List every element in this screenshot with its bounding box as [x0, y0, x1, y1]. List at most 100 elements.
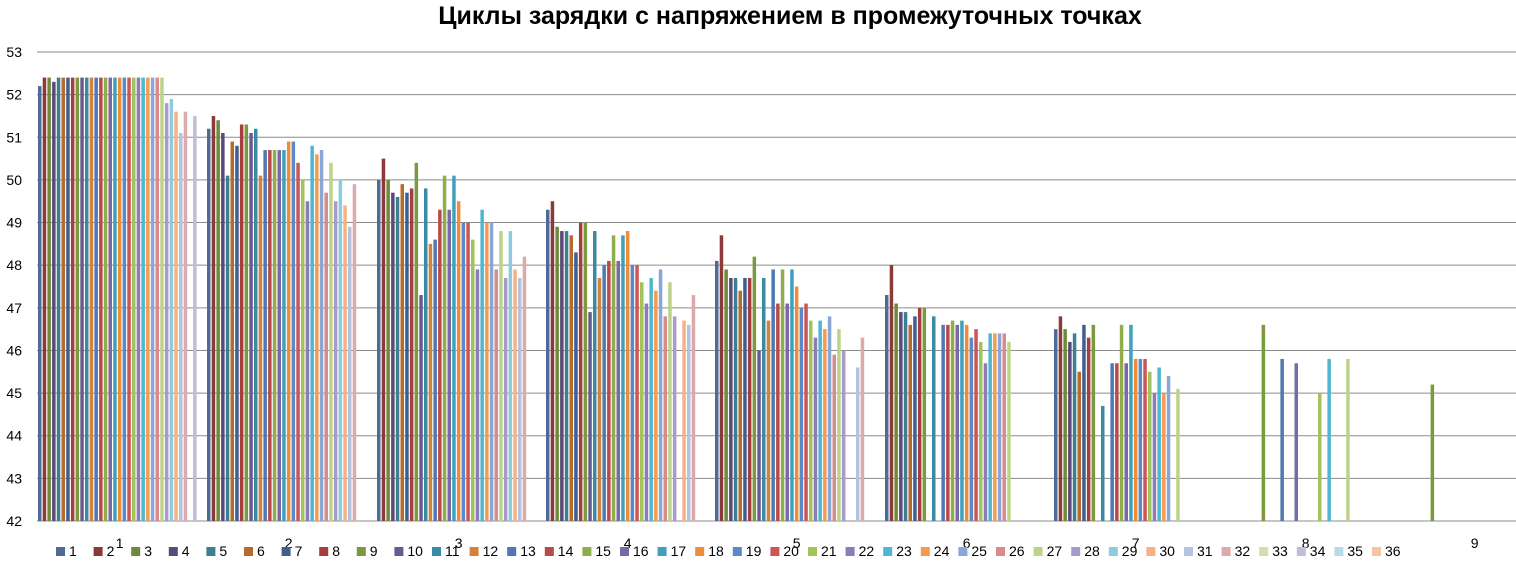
bar — [132, 77, 136, 521]
y-tick-label: 49 — [6, 215, 22, 231]
bar — [447, 209, 451, 521]
bar — [503, 277, 508, 521]
bar — [738, 290, 742, 521]
bar — [1007, 341, 1011, 521]
bar — [258, 175, 263, 521]
bar — [1110, 363, 1114, 521]
legend-label: 1 — [69, 543, 77, 559]
bar — [75, 77, 80, 521]
y-tick-label: 50 — [6, 172, 22, 188]
bar — [348, 226, 352, 521]
bar — [894, 303, 898, 521]
y-tick-label: 46 — [6, 342, 22, 358]
x-tick-label: 2 — [285, 535, 293, 551]
x-tick-label: 7 — [1132, 535, 1140, 551]
legend-label: 30 — [1159, 543, 1175, 559]
bar — [1157, 367, 1161, 521]
bar — [117, 77, 122, 521]
bar — [409, 188, 414, 521]
bar — [1430, 384, 1435, 521]
bar — [461, 222, 466, 522]
legend-label: 11 — [445, 543, 460, 559]
bar — [1091, 324, 1096, 521]
bar — [386, 179, 390, 521]
bar — [150, 77, 155, 521]
legend-label: 6 — [257, 543, 265, 559]
bar — [611, 235, 616, 521]
bar — [244, 124, 249, 521]
legend-label: 35 — [1347, 543, 1363, 559]
bar — [1166, 376, 1171, 521]
legend-label: 17 — [671, 543, 687, 559]
bar — [480, 209, 484, 521]
bar — [433, 239, 437, 521]
legend-swatch — [770, 547, 780, 556]
legend-label: 25 — [971, 543, 987, 559]
bar — [743, 277, 747, 521]
bar — [169, 98, 174, 522]
bars — [38, 77, 1435, 522]
bar — [1119, 324, 1124, 521]
bar — [860, 337, 865, 521]
bar — [207, 128, 211, 521]
legend-swatch — [1296, 547, 1306, 556]
legend-swatch — [356, 547, 366, 556]
legend-swatch — [958, 547, 968, 556]
bar — [282, 150, 286, 521]
bar — [475, 269, 480, 521]
legend-label: 31 — [1197, 543, 1213, 559]
bar — [489, 222, 494, 522]
bar — [654, 290, 658, 521]
bar — [1054, 329, 1058, 521]
bar — [268, 150, 272, 521]
legend-swatch — [281, 547, 291, 556]
bar — [974, 329, 978, 521]
legend-swatch — [1108, 547, 1118, 556]
bar — [485, 222, 489, 522]
legend-swatch — [695, 547, 705, 556]
y-tick-label: 51 — [6, 129, 22, 145]
legend-swatch — [845, 547, 855, 556]
y-axis-tick-labels: 42 43 44 45 46 47 48 49 50 51 52 53 — [6, 44, 22, 529]
bar — [338, 179, 343, 521]
bar — [979, 341, 983, 521]
y-tick-label: 45 — [6, 385, 22, 401]
bar — [1101, 405, 1105, 521]
bar — [442, 175, 447, 521]
bar — [333, 201, 338, 522]
bar — [555, 226, 559, 521]
bar — [263, 150, 267, 521]
bar — [1068, 341, 1072, 521]
x-tick-label: 8 — [1302, 535, 1310, 551]
legend-swatch — [620, 547, 629, 556]
bar — [790, 269, 794, 521]
bar — [414, 162, 419, 521]
legend-label: 15 — [595, 543, 611, 559]
bar — [310, 145, 314, 522]
bar — [644, 303, 649, 521]
bar — [1082, 324, 1086, 521]
bar — [518, 277, 522, 521]
bar — [668, 282, 672, 521]
bar — [235, 145, 239, 522]
bar — [856, 367, 860, 521]
bar — [917, 307, 922, 521]
legend-swatch — [1071, 547, 1081, 556]
legend-swatch — [1372, 547, 1381, 556]
legend-label: 22 — [859, 543, 875, 559]
bar — [574, 252, 578, 521]
bar — [80, 77, 84, 521]
bar — [249, 133, 253, 521]
legend-label: 27 — [1047, 543, 1063, 559]
x-tick-label: 5 — [793, 535, 801, 551]
legend-swatch — [206, 547, 216, 556]
bar — [94, 77, 98, 521]
x-tick-label: 9 — [1471, 535, 1479, 551]
legend-swatch — [996, 547, 1005, 556]
bar — [762, 277, 766, 521]
bar — [950, 320, 955, 521]
bar — [61, 77, 65, 521]
bar — [799, 307, 804, 521]
bar — [381, 158, 386, 521]
bar — [1152, 393, 1157, 521]
